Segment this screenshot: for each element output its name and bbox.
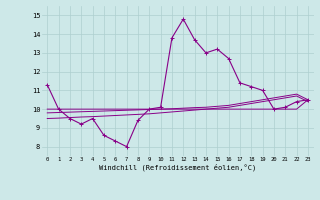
X-axis label: Windchill (Refroidissement éolien,°C): Windchill (Refroidissement éolien,°C): [99, 164, 256, 171]
